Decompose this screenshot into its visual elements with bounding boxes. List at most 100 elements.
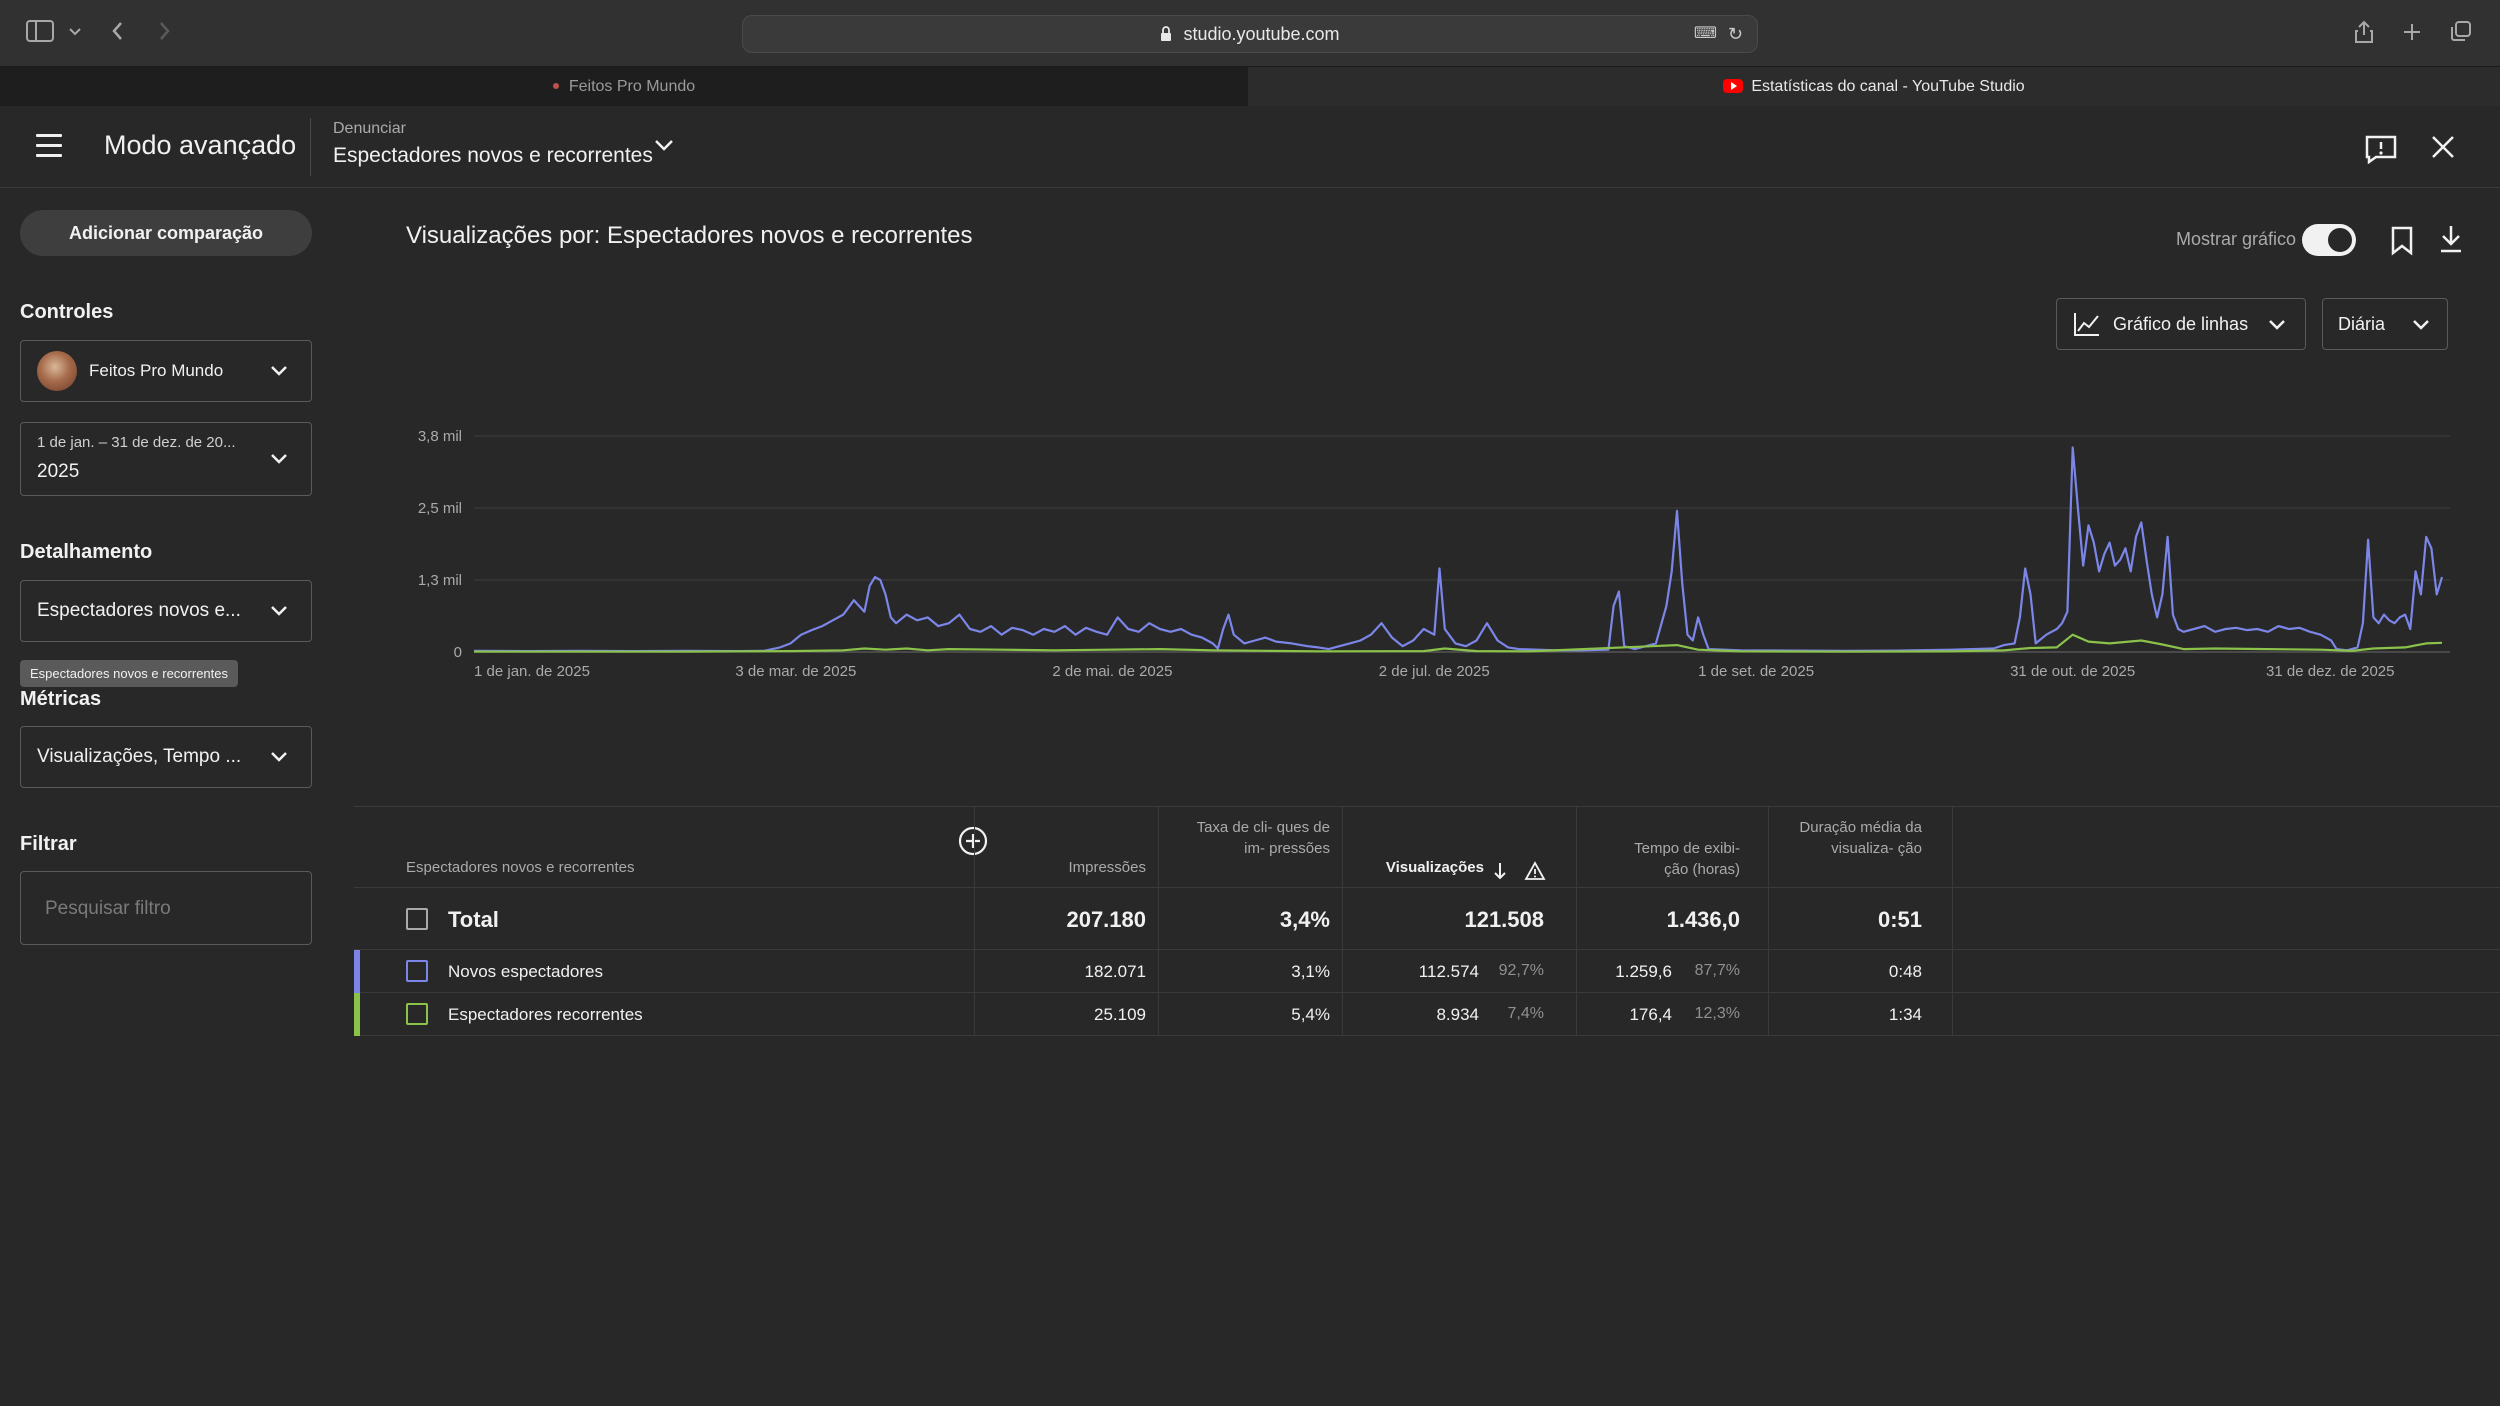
sidebar: Adicionar comparação Controles Feitos Pr…	[0, 188, 340, 1406]
x-tick-label: 2 de jul. de 2025	[1379, 663, 1490, 680]
y-tick-label: 3,8 mil	[418, 428, 462, 445]
chevron-down-icon	[267, 447, 291, 476]
row-impressions: 182.071	[1084, 962, 1146, 981]
chevron-down-icon	[267, 745, 291, 774]
chevron-down-icon	[267, 599, 291, 628]
row-checkbox[interactable]	[406, 908, 428, 930]
chart-title: Visualizações por: Espectadores novos e …	[406, 222, 973, 249]
close-icon[interactable]	[2430, 134, 2456, 165]
total-avg-duration: 0:51	[1877, 907, 1922, 932]
total-watch-time: 1.436,0	[1666, 907, 1740, 932]
column-header-avg-duration[interactable]: Duração média da visualiza- ção	[1799, 819, 1922, 857]
row-views: 8.934	[1436, 1005, 1479, 1024]
forward-icon[interactable]	[156, 20, 172, 46]
row-watch-time: 1.259,6	[1615, 962, 1672, 981]
chevron-down-icon	[267, 359, 291, 388]
line-chart-icon	[2073, 311, 2101, 342]
report-selector[interactable]: Espectadores novos e recorrentes	[333, 144, 653, 167]
download-icon[interactable]	[2438, 224, 2464, 259]
x-tick-label: 1 de set. de 2025	[1698, 663, 1814, 680]
tab-youtube-studio[interactable]: Estatísticas do canal - YouTube Studio	[1248, 67, 2500, 107]
table-header: Espectadores novos e recorrentes Impress…	[354, 806, 2500, 888]
bookmark-icon[interactable]	[2390, 226, 2414, 261]
hamburger-menu-icon[interactable]	[36, 134, 62, 157]
controls-heading: Controles	[20, 301, 114, 323]
series-line-espectadores-recorrentes	[474, 633, 2443, 653]
granularity-value: Diária	[2338, 314, 2386, 334]
metrics-selector[interactable]: Visualizações, Tempo ...	[20, 726, 312, 788]
breakdown-selector[interactable]: Espectadores novos e...	[20, 580, 312, 642]
sort-descending-icon[interactable]	[1492, 861, 1508, 886]
total-label: Total	[448, 907, 499, 932]
chart-type-dropdown[interactable]: Gráfico de linhas	[2056, 298, 2306, 350]
chevron-down-icon[interactable]	[68, 20, 82, 46]
x-tick-label: 1 de jan. de 2025	[474, 663, 590, 680]
row-label: Espectadores recorrentes	[448, 1005, 643, 1024]
lock-icon	[1160, 24, 1183, 44]
channel-selector[interactable]: Feitos Pro Mundo	[20, 340, 312, 402]
column-header-views[interactable]: Visualizações	[1385, 859, 1484, 876]
column-divider	[974, 806, 975, 1036]
column-header-watch-time[interactable]: Tempo de exibi- ção (horas)	[1634, 840, 1740, 878]
granularity-dropdown[interactable]: Diária	[2322, 298, 2448, 350]
address-bar[interactable]: studio.youtube.com ⌨ ↻	[742, 15, 1758, 53]
date-range-label: 1 de jan. – 31 de dez. de 20...	[37, 434, 236, 451]
column-divider	[1576, 806, 1577, 1036]
table-row-total: Total 207.180 3,4% 121.508 1.436,0 0:51	[354, 888, 2500, 950]
filter-heading: Filtrar	[20, 833, 77, 855]
tab-feitos-pro-mundo[interactable]: Feitos Pro Mundo	[0, 67, 1248, 107]
show-chart-label: Mostrar gráfico	[2176, 229, 2297, 249]
youtube-icon	[1723, 79, 1744, 93]
add-column-icon[interactable]	[957, 825, 989, 862]
tab-label: Feitos Pro Mundo	[568, 78, 696, 95]
x-tick-label: 3 de mar. de 2025	[735, 663, 856, 680]
metrics-value: Visualizações, Tempo ...	[37, 746, 242, 767]
back-icon[interactable]	[110, 20, 126, 46]
series-color-marker	[354, 950, 360, 993]
column-divider	[1768, 806, 1769, 1036]
new-tab-icon[interactable]	[2402, 20, 2422, 46]
filter-search-input[interactable]: Pesquisar filtro	[20, 871, 312, 945]
table-row[interactable]: Novos espectadores 182.071 3,1% 112.574 …	[354, 950, 2500, 993]
tabs-overview-icon[interactable]	[2450, 20, 2472, 46]
table-row[interactable]: Espectadores recorrentes 25.109 5,4% 8.9…	[354, 993, 2500, 1036]
column-divider	[1952, 806, 1953, 1036]
column-header-ctr[interactable]: Taxa de cli- ques de im- pressões	[1196, 819, 1330, 857]
row-views: 112.574	[1418, 962, 1479, 981]
warning-icon[interactable]	[1524, 861, 1546, 886]
row-checkbox[interactable]	[406, 960, 428, 982]
row-ctr: 5,4%	[1291, 1005, 1330, 1024]
translate-icon[interactable]: ⌨	[1693, 25, 1717, 42]
row-views-pct: 7,4%	[1507, 1005, 1544, 1022]
series-color-marker	[354, 993, 360, 1036]
series-line-novos-espectadores	[473, 446, 2444, 653]
breakdown-heading: Detalhamento	[20, 541, 153, 563]
tab-label: Estatísticas do canal - YouTube Studio	[1751, 78, 2025, 95]
show-chart-toggle[interactable]	[2302, 224, 2356, 256]
dimension-column-header[interactable]: Espectadores novos e recorrentes	[406, 859, 635, 876]
date-range-selector[interactable]: 1 de jan. – 31 de dez. de 20... 2025	[20, 422, 312, 496]
page-title: Modo avançado	[104, 130, 297, 160]
y-tick-label: 1,3 mil	[418, 572, 462, 589]
add-comparison-button[interactable]: Adicionar comparação	[20, 210, 312, 256]
chevron-down-icon[interactable]	[650, 136, 678, 161]
row-checkbox[interactable]	[406, 1003, 428, 1025]
main-content: Visualizações por: Espectadores novos e …	[354, 188, 2500, 1406]
metrics-heading: Métricas	[20, 688, 102, 710]
browser-toolbar: studio.youtube.com ⌨ ↻	[0, 0, 2500, 66]
x-tick-label: 2 de mai. de 2025	[1052, 663, 1172, 680]
column-header-impressions[interactable]: Impressões	[1068, 859, 1146, 876]
reload-icon[interactable]: ↻	[1727, 24, 1743, 44]
line-chart: 0 1,3 mil 2,5 mil 3,8 mil 1 de jan. de 2025 3…	[354, 378, 2500, 978]
x-tick-label: 31 de dez. de 2025	[2266, 663, 2394, 680]
total-ctr: 3,4%	[1279, 907, 1330, 932]
share-icon[interactable]	[2354, 20, 2374, 48]
report-label: Denunciar	[333, 120, 406, 137]
feedback-icon[interactable]	[2364, 134, 2398, 169]
row-impressions: 25.109	[1094, 1005, 1146, 1024]
column-divider	[1158, 806, 1159, 1036]
header-divider	[310, 118, 311, 176]
sidebar-toggle-icon[interactable]	[26, 20, 54, 46]
channel-name: Feitos Pro Mundo	[89, 361, 224, 380]
chevron-down-icon	[2409, 313, 2433, 342]
